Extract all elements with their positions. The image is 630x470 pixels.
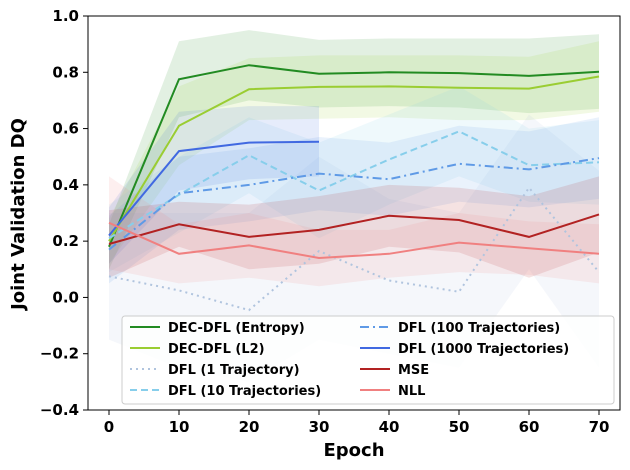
- line-series-3: [108, 130, 600, 240]
- x-tick-label: 0: [104, 418, 114, 436]
- y-tick-label: 0.2: [52, 232, 79, 250]
- legend-box: [121, 315, 615, 405]
- y-tick-label: −0.2: [40, 345, 79, 363]
- x-tick-label: 30: [309, 418, 330, 436]
- x-tick-label: 70: [589, 418, 610, 436]
- y-tick-label: 0.4: [52, 176, 79, 194]
- x-tick-label: 60: [519, 418, 540, 436]
- band-series-7: [109, 176, 599, 287]
- line-series-4: [108, 157, 600, 251]
- legend-label: DFL (100 Trajectories): [398, 321, 560, 336]
- y-tick-label: 0.6: [52, 120, 79, 138]
- legend-label: DEC-DFL (L2): [168, 342, 265, 357]
- confidence-bands: [109, 30, 599, 382]
- y-tick-label: 1.0: [52, 7, 79, 25]
- y-tick-label: 0.8: [52, 63, 79, 81]
- line-series-1: [108, 75, 600, 242]
- series-lines: [108, 64, 600, 312]
- plot-frame: [87, 15, 621, 411]
- band-series-2: [109, 114, 599, 382]
- line-series-2: [108, 186, 600, 312]
- band-series-5: [109, 106, 319, 264]
- x-tick-label: 10: [169, 418, 190, 436]
- band-series-4: [109, 117, 599, 284]
- line-series-5: [108, 140, 320, 237]
- x-tick-label: 50: [449, 418, 470, 436]
- y-tick-label: −0.4: [40, 401, 79, 419]
- legend-label: DFL (1000 Trajectories): [398, 342, 569, 357]
- axes: 0 10 20 30 40 50 60 70 −0.4 −0.2 0.0 0.2 0.4 0.6 0.8 1.…: [40, 7, 621, 436]
- legend: DEC-DFL (Entropy) DEC-DFL (L2) DFL (1 Traj…: [121, 315, 615, 405]
- y-axis-label: Joint Validation DQ: [8, 118, 29, 312]
- band-series-6: [109, 176, 599, 278]
- band-series-1: [109, 41, 599, 264]
- legend-label: DFL (1 Trajectory): [168, 363, 300, 378]
- legend-label: MSE: [398, 363, 429, 378]
- x-tick-label: 40: [379, 418, 400, 436]
- legend-label: NLL: [398, 384, 425, 399]
- legend-label: DFL (10 Trajectories): [168, 384, 321, 399]
- x-axis-label: Epoch: [323, 440, 384, 461]
- band-series-0: [109, 30, 599, 270]
- line-series-6: [108, 213, 600, 245]
- line-series-7: [108, 221, 600, 260]
- legend-label: DEC-DFL (Entropy): [168, 321, 305, 336]
- band-series-3: [109, 86, 599, 273]
- y-tick-label: 0.0: [52, 288, 79, 306]
- line-series-0: [108, 64, 600, 248]
- x-tick-label: 20: [239, 418, 260, 436]
